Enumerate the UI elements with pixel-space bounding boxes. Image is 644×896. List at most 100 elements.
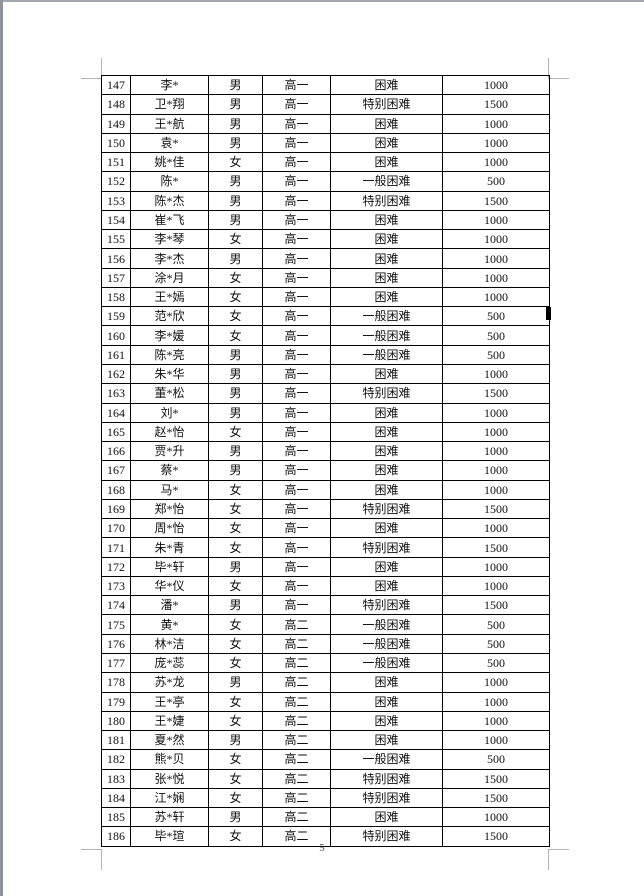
grade-cell: 高二: [262, 633, 331, 654]
name-cell: 陈*亮: [130, 344, 209, 365]
name-cell: 刘*: [130, 402, 209, 423]
gender-cell: 女: [208, 498, 263, 520]
gender-cell: 男: [208, 807, 263, 828]
grade-cell: 高二: [262, 652, 331, 674]
grade-cell: 高二: [262, 749, 331, 770]
amount-cell: 500: [442, 633, 550, 654]
difficulty-cell: 困难: [330, 248, 443, 269]
gender-cell: 女: [208, 267, 263, 288]
name-cell: 夏*然: [130, 730, 209, 751]
gender-cell: 女: [208, 518, 263, 539]
row-number-cell: 168: [101, 479, 131, 500]
row-number-cell: 164: [101, 402, 131, 423]
amount-cell: 1000: [442, 691, 550, 712]
grade-cell: 高一: [262, 363, 331, 385]
difficulty-cell: 一般困难: [330, 344, 443, 365]
row-number-cell: 157: [101, 267, 131, 288]
difficulty-cell: 困难: [330, 730, 443, 751]
amount-cell: 1000: [442, 113, 550, 134]
difficulty-cell: 困难: [330, 691, 443, 712]
grade-cell: 高一: [262, 537, 331, 558]
table-row: 175 黄* 女高二 一般困难 500: [101, 614, 550, 635]
gender-cell: 男: [208, 672, 263, 693]
row-number-cell: 185: [101, 807, 131, 828]
gender-cell: 女: [208, 286, 263, 308]
table-row: 162 朱*华男高一 困难 1000: [101, 363, 550, 385]
gender-cell: 男: [208, 730, 263, 751]
name-cell: 潘*: [130, 595, 209, 616]
row-number-cell: 180: [101, 710, 131, 732]
margin-crop-mark-bottom-left: [81, 849, 102, 870]
name-cell: 周*怡: [130, 518, 209, 539]
grade-cell: 高二: [262, 691, 331, 712]
amount-cell: 1500: [442, 787, 550, 809]
row-number-cell: 174: [101, 595, 131, 616]
table-row: 184 江*娴女高二 特别困难 1500: [101, 787, 550, 809]
row-number-cell: 171: [101, 537, 131, 558]
name-cell: 姚*佳: [130, 152, 209, 173]
grade-cell: 高一: [262, 209, 331, 231]
name-cell: 张*悦: [130, 768, 209, 789]
row-number-cell: 147: [101, 74, 131, 96]
table-row: 152 陈* 男高一 一般困难 500: [101, 171, 550, 192]
difficulty-cell: 困难: [330, 132, 443, 154]
amount-cell: 1000: [442, 730, 550, 751]
grade-cell: 高一: [262, 460, 331, 481]
table-row: 147 李* 男高一 困难 1000: [101, 74, 550, 96]
table-row: 176 林*洁女高二 一般困难 500: [101, 633, 550, 654]
difficulty-cell: 特别困难: [330, 787, 443, 809]
gender-cell: 女: [208, 421, 263, 443]
difficulty-cell: 困难: [330, 113, 443, 134]
table-row: 182 熊*贝女高二 一般困难 500: [101, 749, 550, 770]
amount-cell: 500: [442, 614, 550, 635]
gender-cell: 男: [208, 344, 263, 365]
gender-cell: 男: [208, 74, 263, 96]
grade-cell: 高二: [262, 826, 331, 847]
amount-cell: 1000: [442, 807, 550, 828]
name-cell: 苏*轩: [130, 807, 209, 828]
difficulty-cell: 困难: [330, 556, 443, 577]
table-row: 168 马* 女高一 困难 1000: [101, 479, 550, 500]
grade-cell: 高一: [262, 152, 331, 173]
grade-cell: 高一: [262, 190, 331, 211]
amount-cell: 1000: [442, 556, 550, 577]
name-cell: 朱*青: [130, 537, 209, 558]
grade-cell: 高一: [262, 441, 331, 462]
amount-cell: 1000: [442, 286, 550, 308]
row-number-cell: 153: [101, 190, 131, 211]
row-number-cell: 181: [101, 730, 131, 751]
gender-cell: 男: [208, 556, 263, 577]
difficulty-cell: 困难: [330, 575, 443, 597]
amount-cell: 500: [442, 325, 550, 346]
name-cell: 朱*华: [130, 363, 209, 385]
table-row: 172 毕*轩男高一 困难 1000: [101, 556, 550, 577]
amount-cell: 1500: [442, 826, 550, 847]
difficulty-cell: 困难: [330, 421, 443, 443]
difficulty-cell: 困难: [330, 402, 443, 423]
table-row: 171 朱*青女高一 特别困难 1500: [101, 537, 550, 558]
amount-cell: 1000: [442, 248, 550, 269]
name-cell: 王*亭: [130, 691, 209, 712]
gender-cell: 男: [208, 171, 263, 192]
margin-crop-mark-top-right: [548, 58, 569, 79]
grade-cell: 高一: [262, 94, 331, 115]
row-number-cell: 155: [101, 229, 131, 250]
amount-cell: 500: [442, 171, 550, 192]
grade-cell: 高一: [262, 402, 331, 423]
grade-cell: 高二: [262, 614, 331, 635]
difficulty-cell: 困难: [330, 479, 443, 500]
grade-cell: 高一: [262, 595, 331, 616]
difficulty-cell: 困难: [330, 518, 443, 539]
gender-cell: 男: [208, 402, 263, 423]
gender-cell: 男: [208, 383, 263, 404]
name-cell: 陈*: [130, 171, 209, 192]
table-row: 170 周*怡女高一 困难 1000: [101, 518, 550, 539]
gender-cell: 男: [208, 94, 263, 115]
name-cell: 董*松: [130, 383, 209, 404]
grade-cell: 高一: [262, 556, 331, 577]
table-row: 163 董*松男高一 特别困难 1500: [101, 383, 550, 404]
row-number-cell: 156: [101, 248, 131, 269]
gender-cell: 女: [208, 691, 263, 712]
amount-cell: 1500: [442, 383, 550, 404]
difficulty-cell: 困难: [330, 441, 443, 462]
